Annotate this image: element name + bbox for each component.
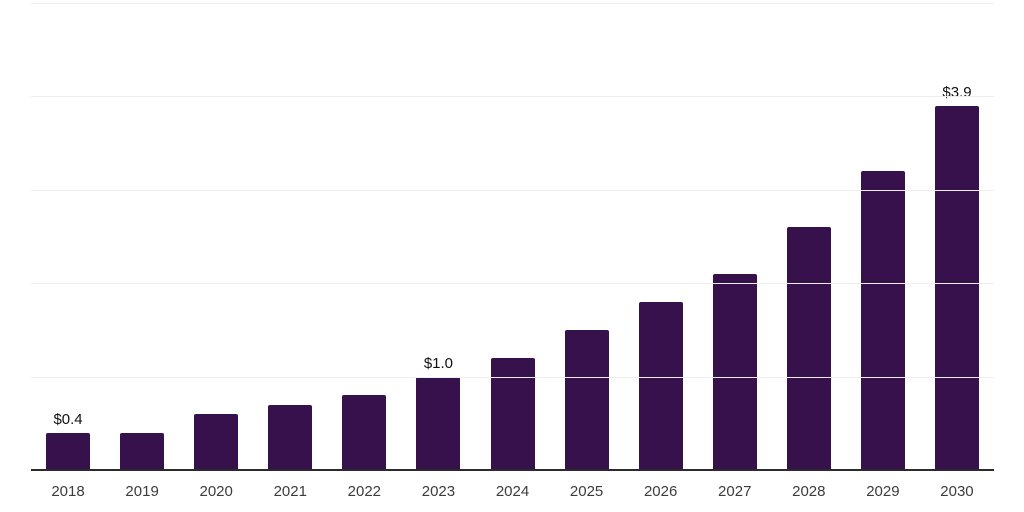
bar-group-2028 <box>772 3 846 470</box>
plot-area: $0.4 $1.0 $3.9 <box>31 3 994 470</box>
bar-group-2024 <box>475 3 549 470</box>
bar-group-2018: $0.4 <box>31 3 105 470</box>
gridline-3 <box>31 189 994 191</box>
bar-value-label-2030: $3.9 <box>942 83 972 101</box>
gridline-4 <box>31 96 994 98</box>
bar-2030 <box>934 105 979 470</box>
bar-2027 <box>712 273 757 470</box>
gridline-2 <box>31 283 994 285</box>
x-axis-label-2030: 2030 <box>940 483 974 500</box>
x-axis-label-2023: 2023 <box>421 483 456 500</box>
bar-2019 <box>120 432 165 470</box>
bar-value-label-2023: $1.0 <box>423 354 454 372</box>
gridline-1 <box>31 376 994 378</box>
bar-2029 <box>860 171 905 470</box>
x-axis-label-2024: 2024 <box>495 483 530 500</box>
x-axis-label-2020: 2020 <box>199 483 233 500</box>
bar-2025 <box>564 329 609 470</box>
bars-container: $0.4 $1.0 $3.9 <box>31 3 994 470</box>
bar-group-2026 <box>624 3 698 470</box>
bar-group-2019 <box>105 3 179 470</box>
x-axis-label-2021: 2021 <box>273 483 307 500</box>
bar-group-2029 <box>846 3 920 470</box>
x-axis-label-2022: 2022 <box>347 483 382 500</box>
bar-2020 <box>194 413 239 470</box>
bar-group-2023: $1.0 <box>401 3 475 470</box>
bar-2018 <box>46 432 91 470</box>
x-axis-label-2026: 2026 <box>643 483 678 500</box>
bar-group-2021 <box>253 3 327 470</box>
x-axis-label-2025: 2025 <box>569 483 604 500</box>
x-axis-label-2019: 2019 <box>125 483 159 500</box>
gridline-5 <box>31 3 994 4</box>
x-axis-labels: 2018 2019 2020 2021 2022 2023 2024 2025 2026 2027… <box>31 483 994 500</box>
x-axis-label-2027: 2027 <box>718 483 752 500</box>
bar-2022 <box>342 395 387 470</box>
x-axis-label-2029: 2029 <box>866 483 900 500</box>
bar-2024 <box>490 357 535 470</box>
bar-2026 <box>638 301 683 470</box>
bar-2023 <box>416 376 461 470</box>
bar-group-2025 <box>550 3 624 470</box>
x-axis-line <box>31 469 994 471</box>
x-axis-label-2028: 2028 <box>792 483 826 500</box>
bar-group-2030: $3.9 <box>920 3 994 470</box>
bar-value-label-2018: $0.4 <box>53 410 83 428</box>
bar-group-2020 <box>179 3 253 470</box>
bar-group-2022 <box>327 3 401 470</box>
bar-2021 <box>268 404 313 470</box>
bar-2028 <box>786 227 831 470</box>
bar-group-2027 <box>698 3 772 470</box>
x-axis-label-2018: 2018 <box>51 483 85 500</box>
